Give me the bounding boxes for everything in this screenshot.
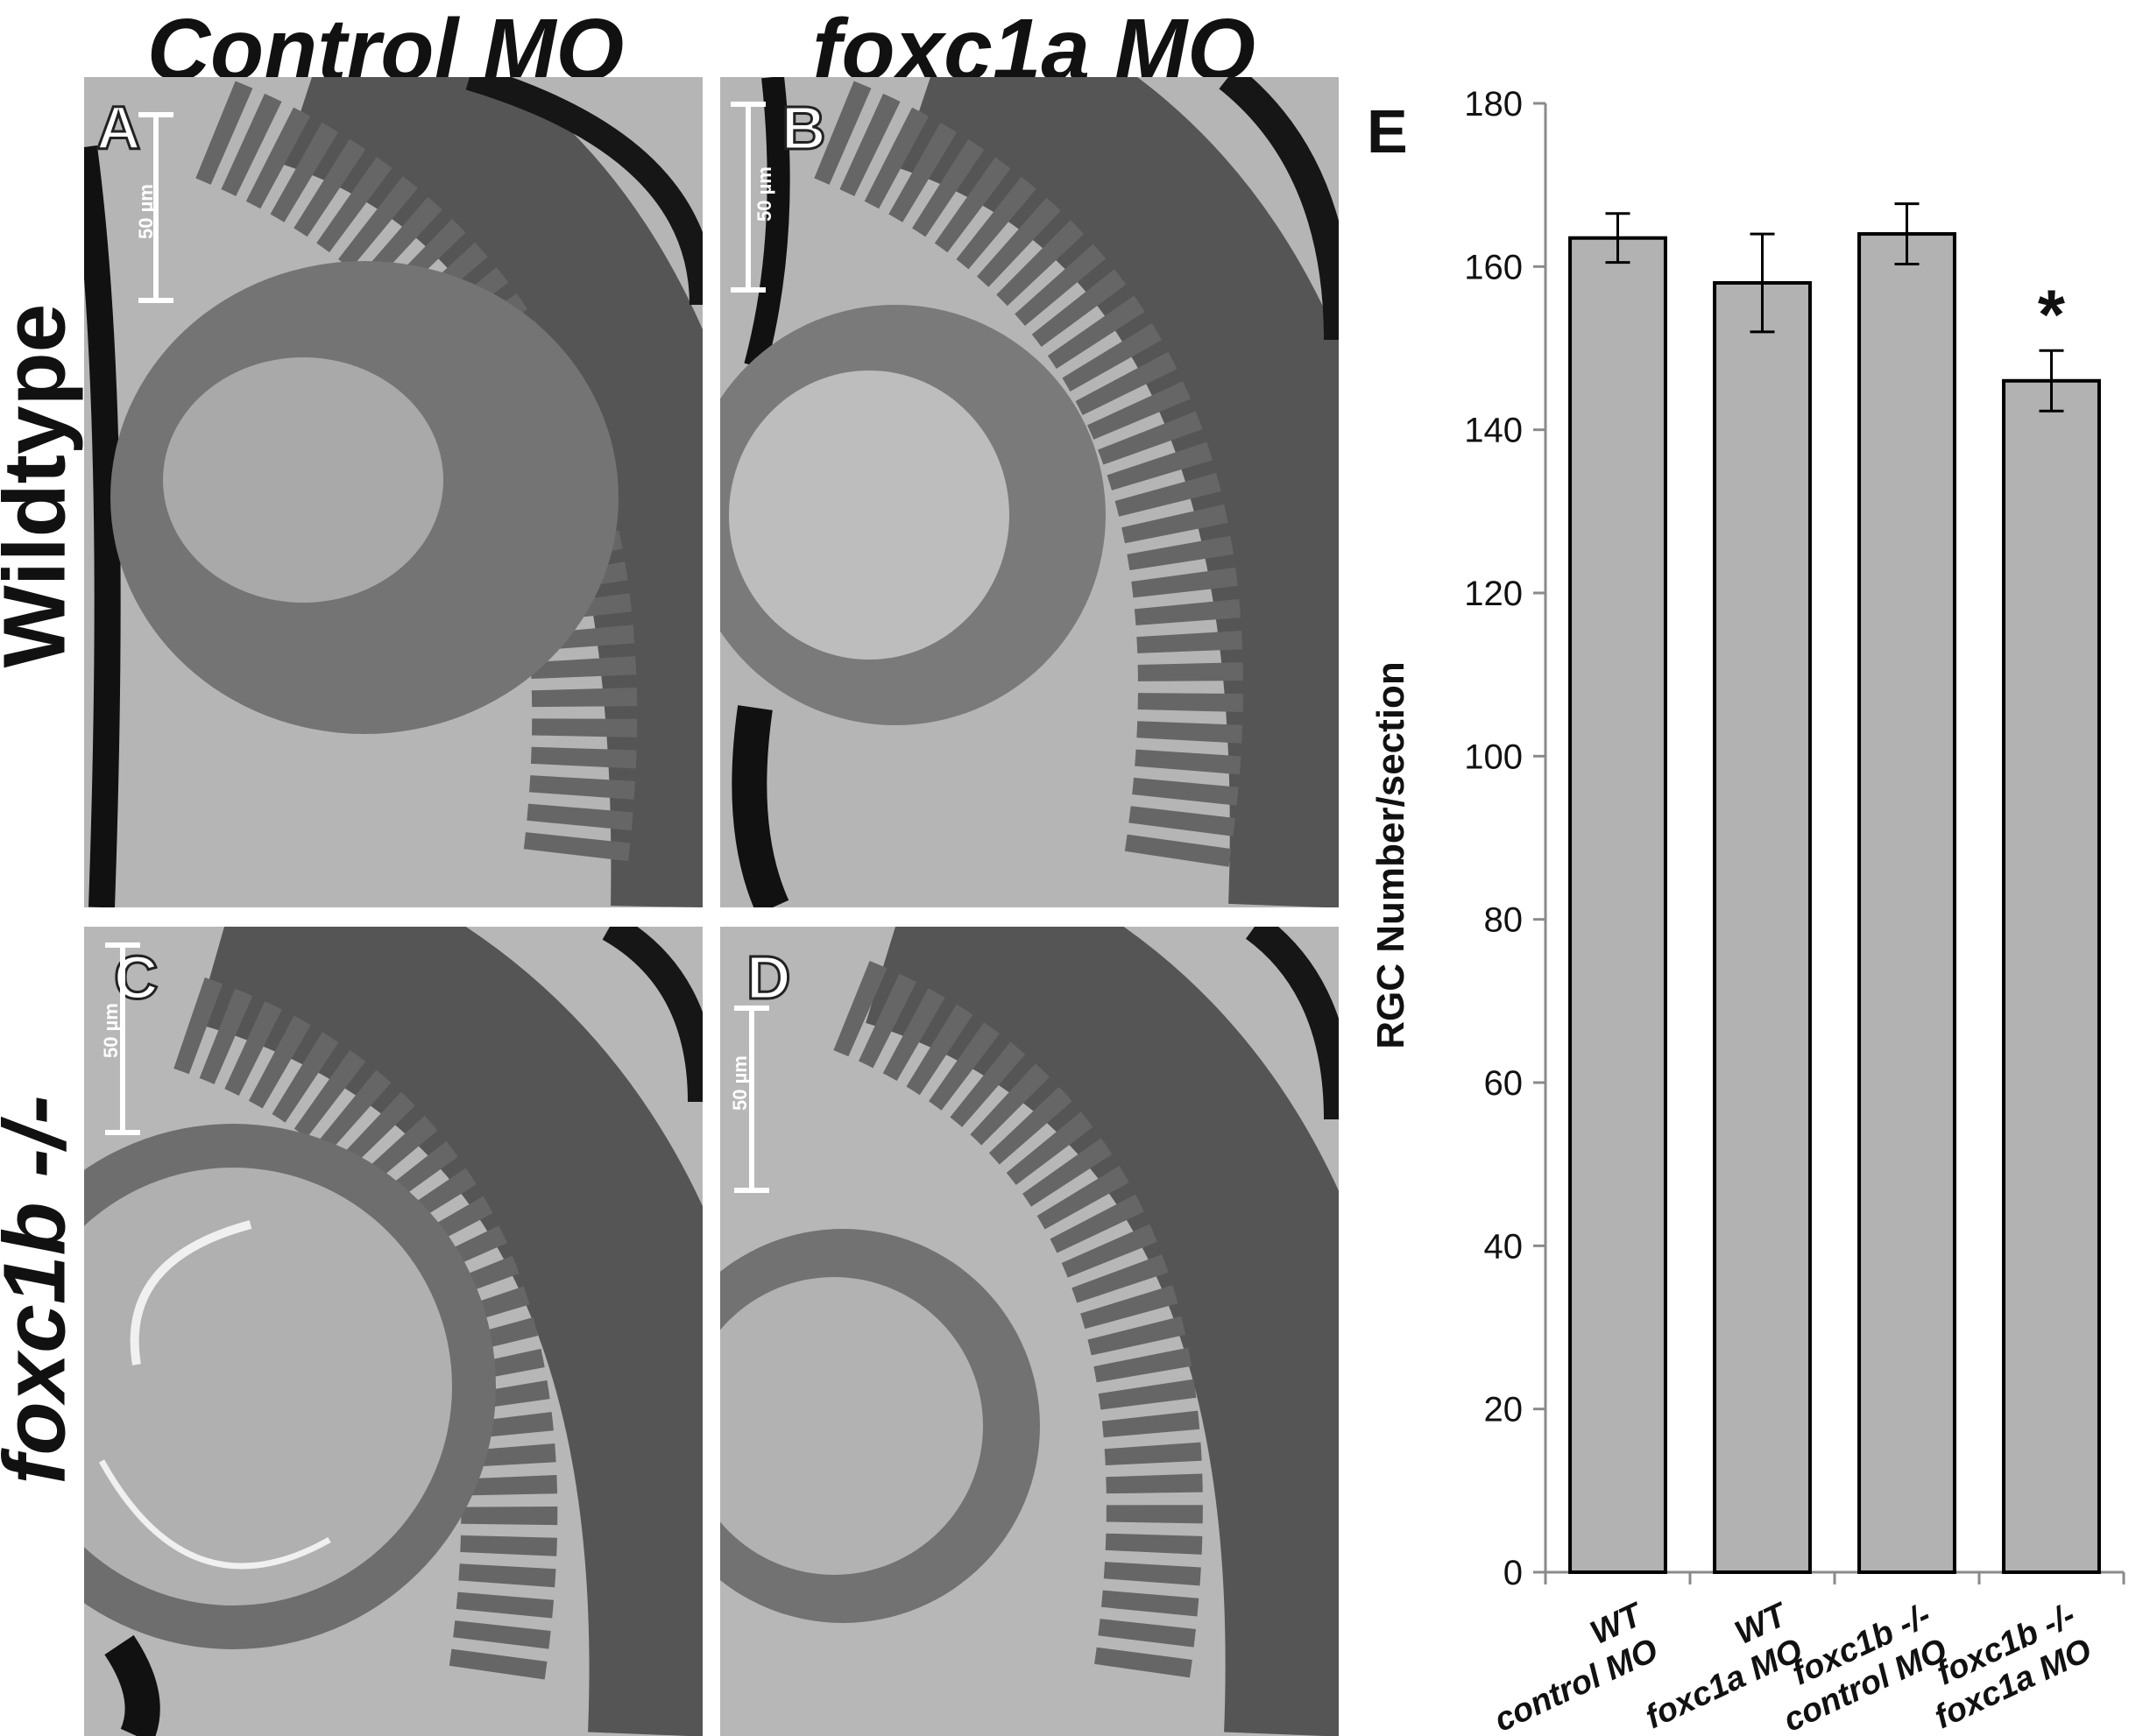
scale-bar-bottom-cap [105,1130,140,1135]
row-header-foxc1b-mutant: foxc1b -/- [0,1095,84,1485]
row-header-wildtype: Wildtype [0,303,84,668]
retina-section-image-b [720,77,1339,907]
y-axis-title: RGC Number/section [1369,661,1412,1049]
scale-bar-a [153,112,159,300]
micrograph-panel-b: B 50 µm [720,77,1339,907]
scale-bar-label-c: 50 µm [100,1003,122,1058]
y-tick-label: 60 [1484,1064,1524,1103]
panel-label-d: D [746,942,793,1013]
bar [1568,236,1667,1575]
y-tick-label: 140 [1464,412,1523,450]
bar-chart: 0 20 40 60 80 100 120 140 160 180 RGC Number/secti… [1369,85,2125,1736]
scale-bar-label-a: 50 µm [135,184,157,239]
x-tick-label-line: foxc1a MO [1640,1632,1808,1736]
bar [2002,378,2101,1574]
y-tick-label: 100 [1464,737,1523,776]
y-tick-label: 180 [1464,85,1523,123]
significance-marker: * [2038,275,2066,353]
retina-section-image-d [720,927,1339,1736]
y-tick-label: 160 [1464,248,1523,286]
x-tick-label-line: control MO [1489,1632,1664,1736]
micrograph-panel-a: A 50 µm [84,77,703,907]
x-tick-label: foxc1b -/-control MO [1778,1597,1953,1736]
scale-bar-d [749,1006,754,1191]
retina-section-image-a [84,77,703,907]
chart-panel-label-e: E [1367,97,1408,166]
y-tick-label: 80 [1484,901,1524,940]
panel-label-a: A [95,93,143,164]
panel-label-b: B [781,93,828,164]
micrograph-panel-d: D 50 µm [720,927,1339,1736]
scale-bar-label-d: 50 µm [729,1055,751,1111]
y-tick-label: 120 [1464,575,1523,613]
bar [1857,232,1956,1575]
scale-bar-bottom-cap [731,287,766,293]
scale-bar-b [746,102,751,290]
x-tick-label: foxc1b -/-foxc1a MO [1929,1597,2097,1736]
y-tick-label: 20 [1484,1391,1524,1429]
scale-bar-c [120,942,125,1133]
micrograph-panel-c: C 50 µm [84,927,703,1736]
scale-bar-bottom-cap [138,298,173,303]
y-tick-label: 40 [1484,1227,1524,1266]
scale-bar-bottom-cap [734,1188,769,1193]
retina-section-image-c [84,927,703,1736]
bar [1713,280,1812,1574]
scale-bar-label-b: 50 µm [753,166,775,222]
y-tick-label: 0 [1503,1554,1523,1592]
